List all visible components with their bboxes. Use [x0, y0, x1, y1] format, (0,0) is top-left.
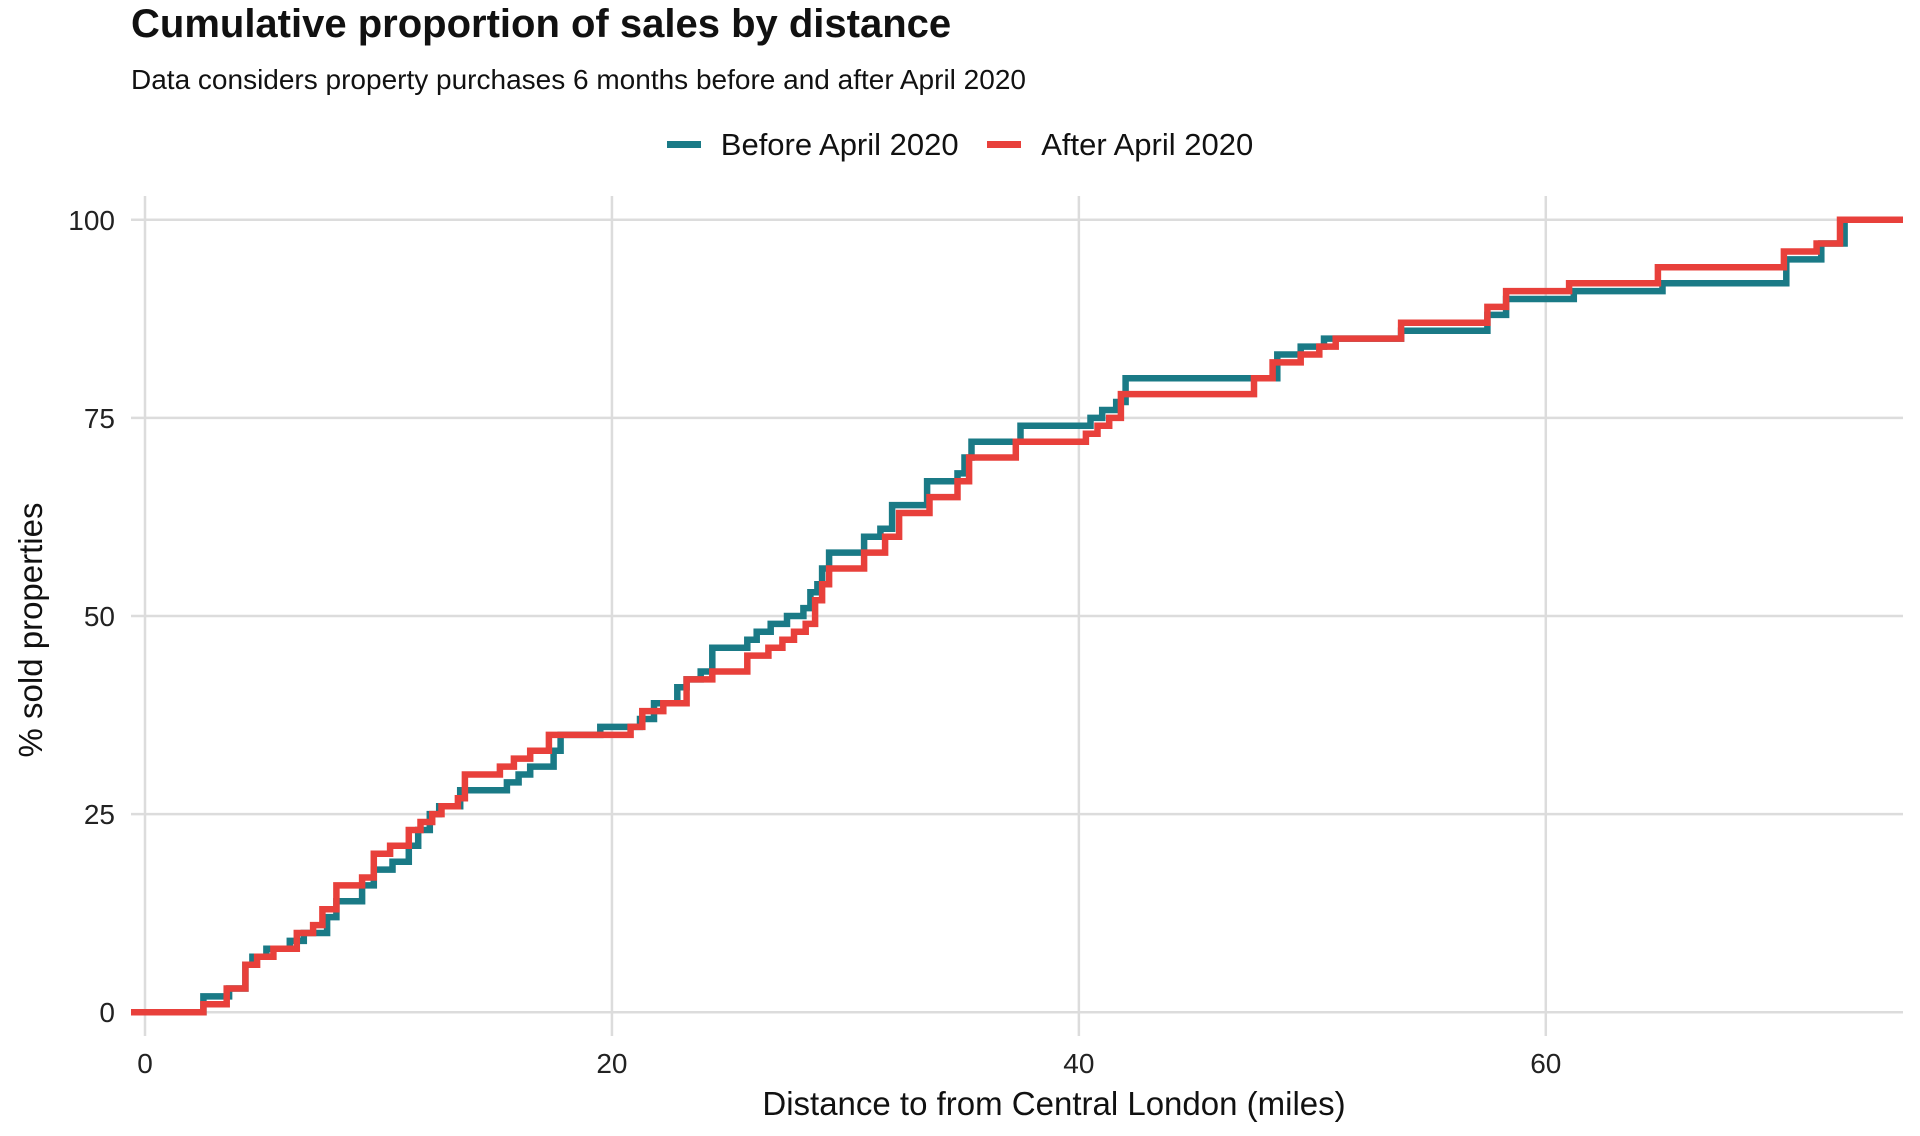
y-tick-label: 25 — [84, 799, 115, 830]
y-tick-label: 100 — [68, 205, 115, 236]
grid-lines — [131, 196, 1903, 1036]
series-lines — [131, 216, 1903, 1016]
x-tick-label: 20 — [596, 1048, 627, 1079]
legend-swatch-before — [666, 141, 701, 148]
y-tick-label: 0 — [99, 997, 115, 1028]
x-tick-label: 40 — [1063, 1048, 1094, 1079]
legend-item-after: After April 2020 — [987, 127, 1253, 163]
y-axis-label: % sold properties — [12, 503, 49, 758]
legend-label-before: Before April 2020 — [720, 126, 959, 162]
y-tick-label: 50 — [84, 601, 115, 632]
chart-subtitle: Data considers property purchases 6 mont… — [131, 64, 1026, 95]
legend-label-after: After April 2020 — [1041, 126, 1254, 162]
legend-item-before: Before April 2020 — [666, 126, 959, 163]
x-tick-label: 0 — [137, 1048, 153, 1079]
chart-title: Cumulative proportion of sales by distan… — [131, 2, 952, 46]
legend-swatch-after — [987, 141, 1022, 148]
tick-labels: 0 25 50 75 100 0 20 40 60 — [68, 205, 1561, 1079]
x-axis-label: Distance to from Central London (miles) — [762, 1085, 1345, 1122]
x-tick-label: 60 — [1530, 1048, 1561, 1079]
series-line-before — [131, 216, 1903, 1016]
y-tick-label: 75 — [84, 403, 115, 434]
series-line-after — [131, 216, 1903, 1016]
legend: Before April 2020 After April 2020 — [0, 120, 1920, 163]
